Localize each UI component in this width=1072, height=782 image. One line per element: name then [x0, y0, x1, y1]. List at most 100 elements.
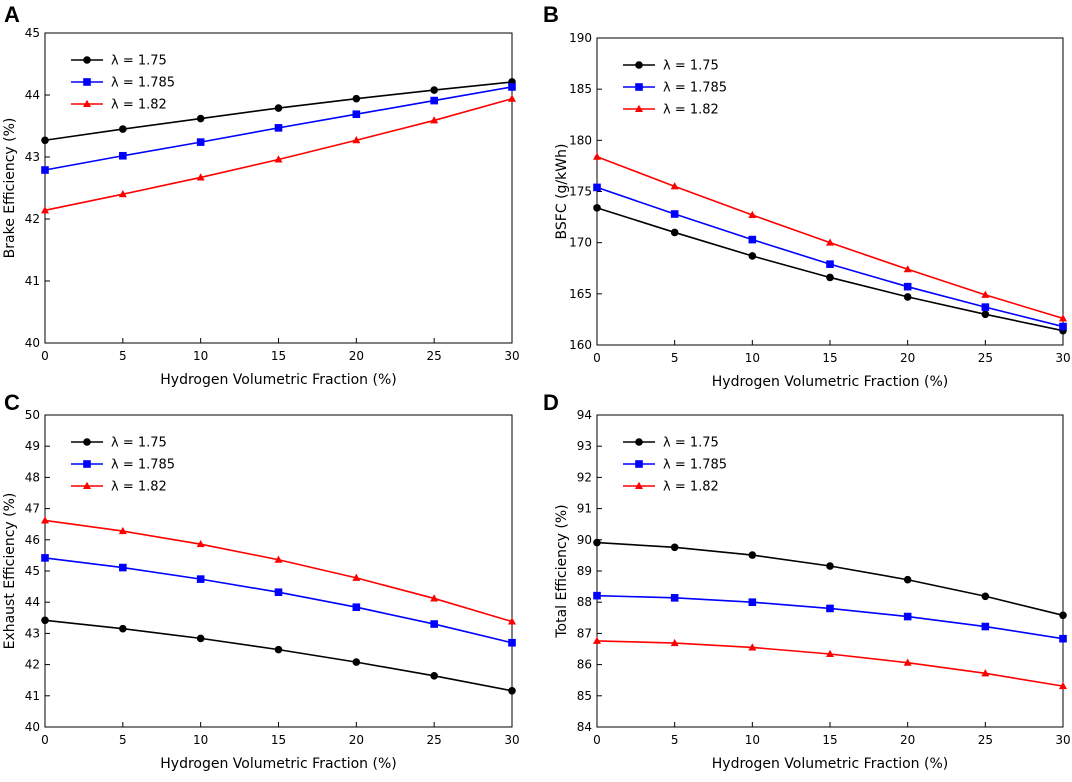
panel-letter: B — [543, 2, 559, 27]
y-tick-label: 49 — [25, 439, 40, 453]
x-tick-label: 10 — [193, 349, 208, 363]
series-2 — [41, 516, 516, 625]
series-line — [596, 186, 1064, 328]
data-point — [593, 183, 601, 192]
data-point — [430, 594, 439, 602]
x-tick-label: 30 — [504, 349, 519, 363]
data-point — [352, 110, 361, 119]
series-line — [44, 519, 513, 623]
series-line — [596, 155, 1064, 320]
data-point — [593, 538, 601, 547]
chart-panel-d: D 0 5 10 15 20 25 30 84 85 86 87 88 89 90 91 92 93 94 Hydro… — [543, 390, 1071, 772]
series-line — [44, 97, 513, 212]
y-tick-label: 42 — [25, 212, 40, 226]
data-point — [430, 86, 438, 94]
data-point — [41, 206, 49, 214]
y-tick-label: 94 — [577, 408, 592, 422]
series-0 — [593, 204, 1067, 335]
x-tick-label: 0 — [593, 733, 601, 747]
legend-label: λ = 1.75 — [111, 54, 167, 69]
data-point — [430, 96, 438, 105]
x-tick-label: 25 — [427, 733, 442, 747]
y-tick-label: 48 — [25, 470, 40, 484]
legend: λ = 1.75 λ = 1.785 λ = 1.82 — [623, 436, 727, 495]
series-line — [596, 594, 1064, 640]
y-tick-label: 180 — [569, 133, 592, 147]
y-tick-label: 86 — [577, 658, 592, 672]
data-point — [826, 562, 834, 570]
data-point — [748, 551, 757, 559]
data-point — [1059, 681, 1067, 690]
legend-marker — [83, 56, 91, 64]
y-axis-label: Exhaust Efficiency (%) — [2, 493, 18, 650]
data-point — [903, 293, 912, 301]
y-tick-label: 42 — [25, 658, 40, 672]
data-point — [903, 265, 912, 273]
legend-marker — [635, 438, 643, 446]
data-point — [196, 138, 205, 146]
x-tick-label: 20 — [349, 349, 364, 363]
data-point — [903, 658, 912, 666]
data-point — [826, 604, 834, 613]
x-tick-label: 10 — [193, 733, 208, 747]
legend-label: λ = 1.82 — [111, 480, 167, 495]
legend-label: λ = 1.785 — [663, 81, 727, 96]
x-axis-label: Hydrogen Volumetric Fraction (%) — [712, 756, 948, 772]
data-point — [981, 310, 990, 319]
data-point — [41, 616, 49, 625]
data-point — [903, 575, 912, 584]
data-point — [119, 624, 127, 633]
series-2 — [593, 152, 1067, 322]
series-1 — [41, 554, 516, 647]
data-point — [196, 634, 205, 643]
legend-marker — [635, 481, 643, 489]
legend-label: λ = 1.785 — [663, 458, 727, 473]
data-point — [670, 228, 679, 237]
series-0 — [41, 78, 516, 145]
x-tick-label: 25 — [978, 351, 993, 365]
x-tick-label: 30 — [1055, 351, 1070, 365]
x-axis-label: Hydrogen Volumetric Fraction (%) — [160, 372, 396, 388]
x-tick-label: 30 — [1055, 733, 1070, 747]
data-point — [41, 516, 49, 524]
series-1 — [593, 183, 1067, 331]
legend-label: λ = 1.82 — [111, 98, 167, 113]
x-tick-label: 10 — [745, 733, 760, 747]
data-point — [508, 617, 516, 625]
data-point — [508, 83, 516, 91]
data-point — [1059, 314, 1067, 322]
y-tick-label: 43 — [25, 626, 40, 640]
legend: λ = 1.75 λ = 1.785 λ = 1.82 — [71, 436, 175, 495]
y-tick-label: 88 — [577, 595, 592, 609]
legend-marker — [83, 78, 91, 86]
data-point — [118, 526, 127, 535]
legend-marker — [83, 460, 91, 468]
data-point — [670, 210, 679, 218]
data-point — [670, 594, 679, 602]
legend-label: λ = 1.82 — [663, 480, 719, 495]
x-tick-label: 20 — [349, 733, 364, 747]
data-point — [508, 687, 516, 695]
data-point — [352, 603, 361, 611]
data-point — [748, 210, 757, 219]
x-axis-label: Hydrogen Volumetric Fraction (%) — [712, 374, 948, 390]
panel-letter: C — [4, 390, 20, 415]
data-point — [748, 235, 757, 244]
data-point — [826, 260, 834, 268]
data-point — [670, 638, 679, 647]
y-axis-label: Brake Efficiency (%) — [2, 118, 18, 259]
series-line — [596, 640, 1064, 687]
x-tick-label: 25 — [978, 733, 993, 747]
legend: λ = 1.75 λ = 1.785 λ = 1.82 — [71, 54, 175, 113]
data-point — [274, 155, 283, 163]
legend-label: λ = 1.785 — [111, 458, 175, 473]
panel-letter: D — [543, 390, 559, 415]
y-tick-label: 44 — [25, 595, 40, 609]
legend-label: λ = 1.75 — [663, 59, 719, 74]
data-point — [41, 136, 49, 145]
legend-marker — [83, 99, 91, 107]
y-tick-label: 91 — [577, 502, 592, 516]
data-point — [41, 166, 49, 174]
data-point — [826, 649, 834, 657]
data-point — [508, 638, 516, 647]
